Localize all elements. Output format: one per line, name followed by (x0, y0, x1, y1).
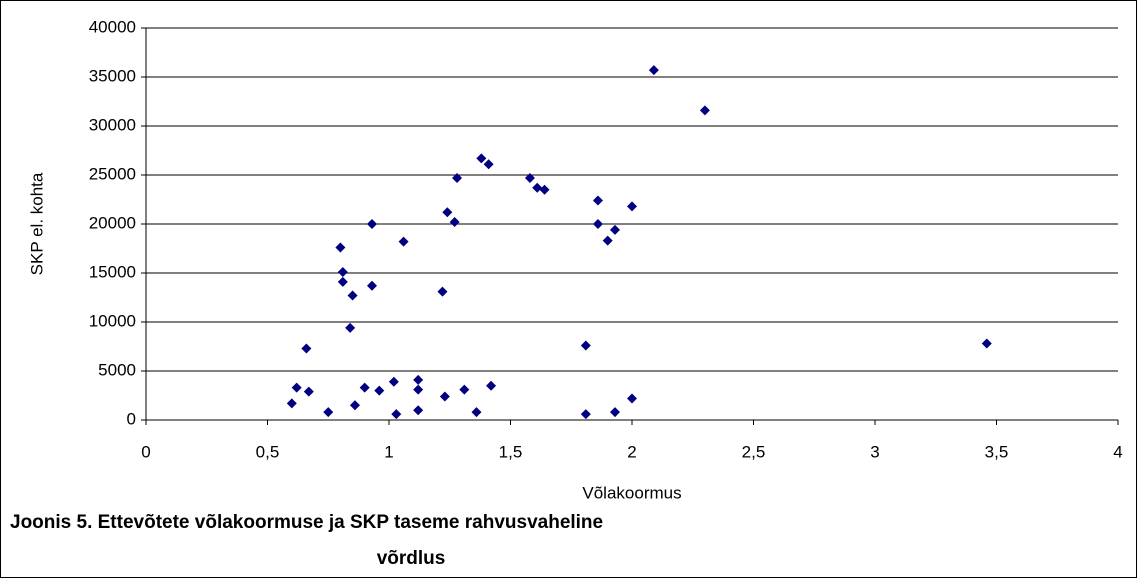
x-tick-label: 2 (627, 442, 636, 461)
point (486, 380, 497, 391)
point (413, 374, 424, 385)
point (335, 242, 346, 253)
point (609, 224, 620, 235)
y-tick-label: 40000 (89, 17, 136, 36)
point (349, 400, 360, 411)
point (627, 393, 637, 404)
point (981, 338, 992, 349)
chart-title: Joonis 5. Ettevõtete võlakoormuse ja SKP… (10, 512, 603, 533)
point (345, 322, 356, 333)
point (359, 382, 370, 393)
y-tick-label: 15000 (89, 262, 136, 281)
y-tick-label: 35000 (89, 66, 136, 85)
point (699, 105, 710, 116)
point (366, 219, 377, 229)
x-axis-title: Võlakoormus (582, 483, 681, 502)
chart-title: võrdlus (377, 548, 446, 569)
point (476, 153, 487, 164)
point (592, 219, 603, 229)
point (602, 235, 613, 246)
point (291, 382, 302, 393)
x-tick-label: 0,5 (256, 442, 280, 461)
point (388, 376, 399, 387)
x-tick-label: 3,5 (985, 442, 1009, 461)
y-tick-label: 20000 (89, 213, 136, 232)
x-tick-label: 3 (870, 442, 879, 461)
point (580, 340, 591, 351)
point (627, 201, 637, 212)
y-axis-title: SKP el. kohta (27, 172, 46, 275)
point (442, 207, 453, 218)
point (471, 407, 482, 418)
y-tick-label: 5000 (98, 360, 136, 379)
point (524, 172, 535, 183)
point (337, 267, 348, 278)
point (337, 276, 348, 287)
point (286, 398, 297, 409)
point (439, 391, 450, 402)
point (437, 286, 448, 297)
y-tick-label: 25000 (89, 164, 136, 183)
point (609, 407, 620, 418)
point (539, 184, 550, 195)
x-tick-label: 4 (1113, 442, 1122, 461)
point (580, 409, 591, 420)
point (449, 217, 460, 228)
x-tick-label: 1 (384, 442, 393, 461)
point (459, 384, 470, 395)
point (303, 386, 314, 397)
point (391, 409, 402, 420)
point (452, 172, 463, 183)
point (398, 236, 409, 247)
point (347, 290, 358, 301)
point (413, 405, 424, 416)
y-tick-label: 10000 (89, 311, 136, 330)
point (366, 280, 377, 291)
point (532, 182, 543, 193)
point (413, 384, 424, 395)
x-tick-label: 1,5 (499, 442, 523, 461)
point (648, 65, 659, 76)
y-tick-label: 30000 (89, 115, 136, 134)
point (301, 343, 312, 354)
point (483, 159, 494, 170)
point (592, 195, 603, 206)
x-tick-label: 0 (141, 442, 150, 461)
y-tick-label: 0 (127, 409, 136, 428)
point (323, 407, 334, 418)
point (374, 385, 385, 396)
x-tick-label: 2,5 (742, 442, 766, 461)
